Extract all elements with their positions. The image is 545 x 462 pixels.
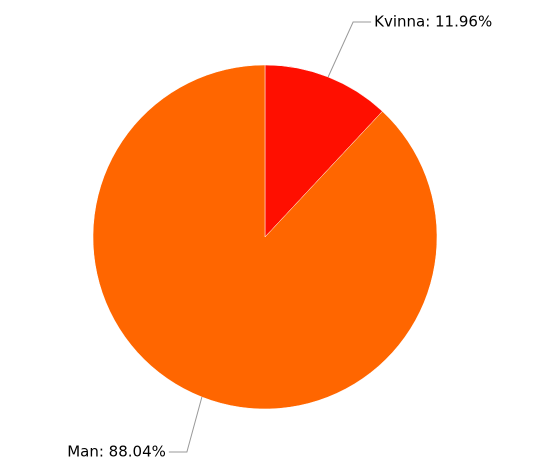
leader-line (168, 396, 203, 453)
leader-line (327, 21, 372, 78)
slice-label: Kvinna: 11.96% (374, 13, 492, 31)
pie-slice (92, 64, 438, 410)
slice-label: Man: 88.04% (67, 443, 166, 461)
